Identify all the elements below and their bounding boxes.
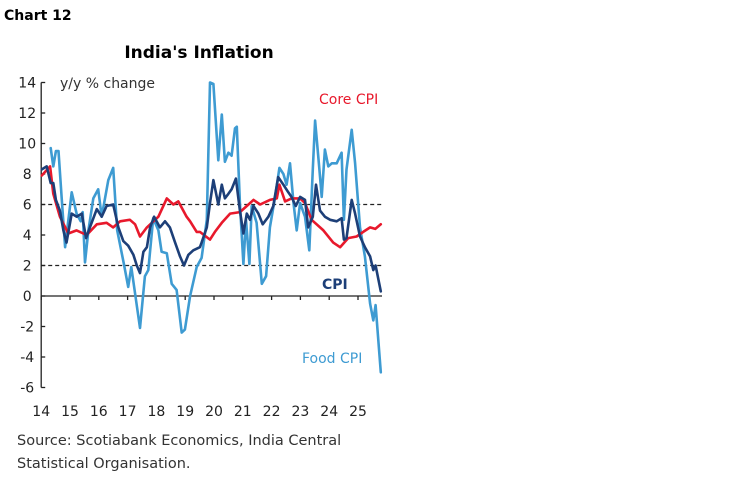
y-axis-label: y/y % change <box>60 76 155 92</box>
y-tick-label: 0 <box>23 289 32 305</box>
legend-core-cpi: Core CPI <box>319 92 378 108</box>
x-tick-label: 17 <box>119 404 137 420</box>
x-tick-label: 23 <box>291 404 309 420</box>
source-line-1: Source: Scotiabank Economics, India Cent… <box>17 433 341 449</box>
x-tick-label: 16 <box>90 404 108 420</box>
x-tick-label: 20 <box>205 404 223 420</box>
y-tick-label: -2 <box>20 320 34 336</box>
series-line-cpi <box>40 165 383 293</box>
x-tick-label: 19 <box>176 404 194 420</box>
y-tick-label: 4 <box>23 228 32 244</box>
x-tick-label: 22 <box>263 404 281 420</box>
chart-title: India's Inflation <box>124 43 273 63</box>
legend-food-cpi: Food CPI <box>302 351 362 367</box>
y-tick-label: -6 <box>20 381 34 397</box>
series-line-food <box>49 81 383 374</box>
y-tick-label: 12 <box>18 106 36 122</box>
y-tick-label: -4 <box>20 350 34 366</box>
y-tick-label: 10 <box>18 137 36 153</box>
x-tick-label: 21 <box>234 404 252 420</box>
x-tick-label: 24 <box>320 404 338 420</box>
legend-cpi: CPI <box>322 277 348 293</box>
x-tick-label: 18 <box>147 404 165 420</box>
y-tick-label: 6 <box>23 198 32 214</box>
chart-number: Chart 12 <box>4 8 72 24</box>
x-tick-label: 15 <box>61 404 79 420</box>
y-tick-label: 8 <box>23 167 32 183</box>
series-line-core <box>40 165 383 249</box>
y-tick-label: 14 <box>18 76 36 92</box>
x-tick-label: 25 <box>349 404 367 420</box>
source-line-2: Statistical Organisation. <box>17 456 191 472</box>
y-tick-label: 2 <box>23 259 32 275</box>
x-tick-label: 14 <box>32 404 50 420</box>
